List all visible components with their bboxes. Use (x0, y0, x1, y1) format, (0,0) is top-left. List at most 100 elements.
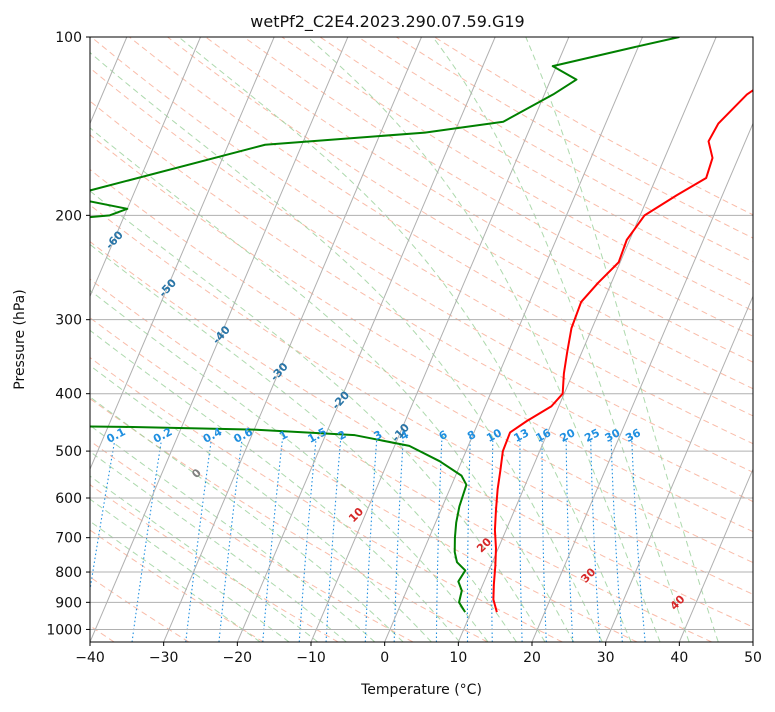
mixing-ratio-line (262, 440, 283, 642)
dry-adiabat-line (90, 204, 753, 595)
y-axis-ticks: 100 200 300 400 500 600 700 800 900 1000 (46, 30, 90, 638)
mixing-ratio-line (491, 440, 494, 642)
dry-adiabat-line (90, 134, 753, 533)
x-axis-label: Temperature (°C) (360, 682, 482, 698)
isotherm-line (752, 640, 753, 642)
x-axis-ticks: −40 −30 −20 −10 0 10 20 30 40 50 (75, 642, 762, 666)
isotherm-line (90, 37, 275, 471)
dry-adiabat-line (90, 241, 753, 628)
mixing-ratio-label: 1.5 (306, 425, 329, 446)
isobars (90, 37, 753, 630)
isotherm-line (531, 122, 753, 642)
isotherm-line (605, 295, 753, 642)
dry-adiabat-line (90, 317, 638, 642)
moist-adiabat-line (90, 498, 290, 642)
x-tick-label: 30 (597, 650, 615, 666)
dry-adiabat-line (90, 529, 264, 642)
mixing-ratio-label: 10 (484, 426, 504, 445)
mixing-ratio-line (325, 440, 342, 642)
moist-adiabat-line (307, 37, 661, 642)
dry-adiabat-line (281, 37, 753, 312)
x-tick-label: −40 (75, 650, 105, 666)
mixing-ratio-label: 8 (465, 428, 478, 443)
dry-adiabat-line (167, 37, 753, 390)
y-tick-label: 300 (55, 313, 82, 329)
dry-adiabat-line (90, 397, 488, 642)
x-tick-label: 10 (449, 650, 467, 666)
x-tick-label: −30 (149, 650, 179, 666)
mixing-ratio-lines (90, 440, 646, 642)
mixing-ratio-line (590, 440, 601, 642)
mixing-ratio-line (631, 440, 646, 642)
y-axis-label: Pressure (hPa) (12, 289, 28, 389)
isotherm-label: -10 (389, 421, 412, 445)
y-tick-label: 400 (55, 387, 82, 403)
y-tick-label: 700 (55, 531, 82, 547)
temperature-profile-line (492, 89, 753, 613)
x-tick-label: 40 (670, 650, 688, 666)
mixing-ratio-label: 13 (512, 426, 532, 445)
profile-series (90, 37, 753, 613)
isotherm-line (678, 467, 753, 642)
moist-adiabat-line (90, 396, 404, 642)
dewpoint-profile-line (90, 37, 680, 613)
mixing-ratio-line (90, 440, 116, 594)
dry-adiabat-line (90, 168, 753, 564)
moist-adiabat-line (90, 424, 376, 642)
isotherms (90, 37, 753, 642)
isotherm-line (310, 37, 570, 642)
moist-adiabat-line (90, 329, 461, 642)
mixing-ratio-line (466, 440, 471, 642)
moist-adiabat-line (90, 451, 347, 642)
y-tick-label: 1000 (46, 622, 82, 638)
mixing-ratio-line (565, 440, 574, 642)
isotherm-line (163, 37, 422, 642)
x-tick-label: −20 (223, 650, 253, 666)
y-tick-label: 200 (55, 208, 82, 224)
mixing-ratio-label: 1 (277, 428, 290, 443)
y-tick-label: 500 (55, 444, 82, 460)
isotherm-line (457, 37, 717, 642)
dry-adiabat-line (90, 576, 190, 642)
moist-adiabat-line (90, 289, 489, 642)
dry-adiabat-line (129, 37, 753, 417)
x-tick-label: 20 (523, 650, 541, 666)
mixing-ratio-label: 0.6 (232, 425, 256, 446)
dry-adiabat-line (90, 484, 339, 642)
plot-frame (89, 36, 754, 643)
isotherm-label: -20 (329, 388, 352, 412)
mixing-ratio-line (610, 440, 623, 642)
dry-adiabat-line (90, 440, 414, 642)
isotherm-label: -50 (156, 276, 179, 300)
dry-adiabats (90, 37, 753, 642)
isotherm-line (90, 37, 201, 298)
mixing-ratio-label: 20 (558, 426, 578, 445)
isotherm-label: -40 (210, 323, 233, 347)
moist-adiabat-line (90, 520, 261, 642)
isotherm-label: -80 (0, 130, 21, 154)
moist-adiabat-line (90, 51, 603, 642)
moist-adiabat-line (432, 37, 690, 642)
x-tick-label: −10 (296, 650, 326, 666)
mixing-ratio-label: 16 (534, 426, 554, 445)
x-tick-label: 0 (380, 650, 389, 666)
isotherm-line (90, 37, 349, 642)
mixing-ratio-label: 6 (437, 428, 450, 443)
moist-adiabat-line (90, 364, 432, 642)
mixing-ratio-line (541, 440, 547, 642)
mixing-ratio-line (298, 440, 317, 642)
isotherm-label: -60 (103, 228, 126, 252)
moist-adiabat-line (90, 127, 575, 642)
moist-adiabat-line (178, 37, 632, 642)
dry-adiabat-line (90, 100, 753, 503)
mixing-ratio-line (131, 440, 162, 642)
moist-adiabat-label: 0 (189, 466, 204, 481)
dry-adiabat-line (90, 278, 712, 642)
mixing-ratio-line (519, 440, 523, 642)
moist-adiabat-line (525, 37, 719, 642)
moist-adiabat-label: 30 (578, 565, 598, 585)
moist-adiabat-line (90, 475, 319, 642)
x-tick-label: 50 (744, 650, 762, 666)
